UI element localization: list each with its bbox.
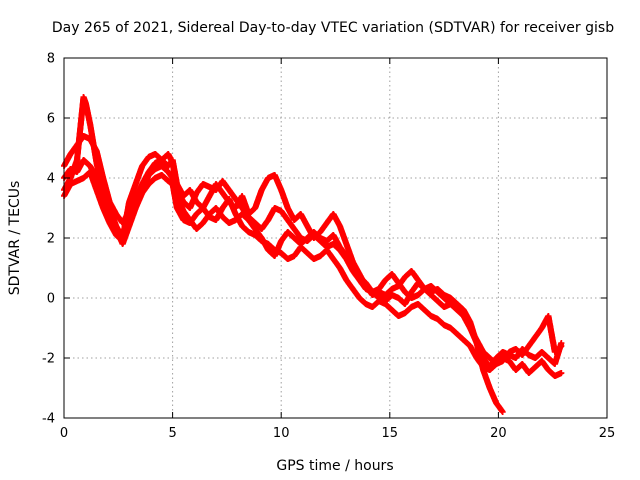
data-series	[61, 133, 565, 367]
chart-title: Day 265 of 2021, Sidereal Day-to-day VTE…	[52, 20, 614, 36]
data-layer	[61, 94, 565, 415]
data-point-marker	[499, 409, 506, 415]
